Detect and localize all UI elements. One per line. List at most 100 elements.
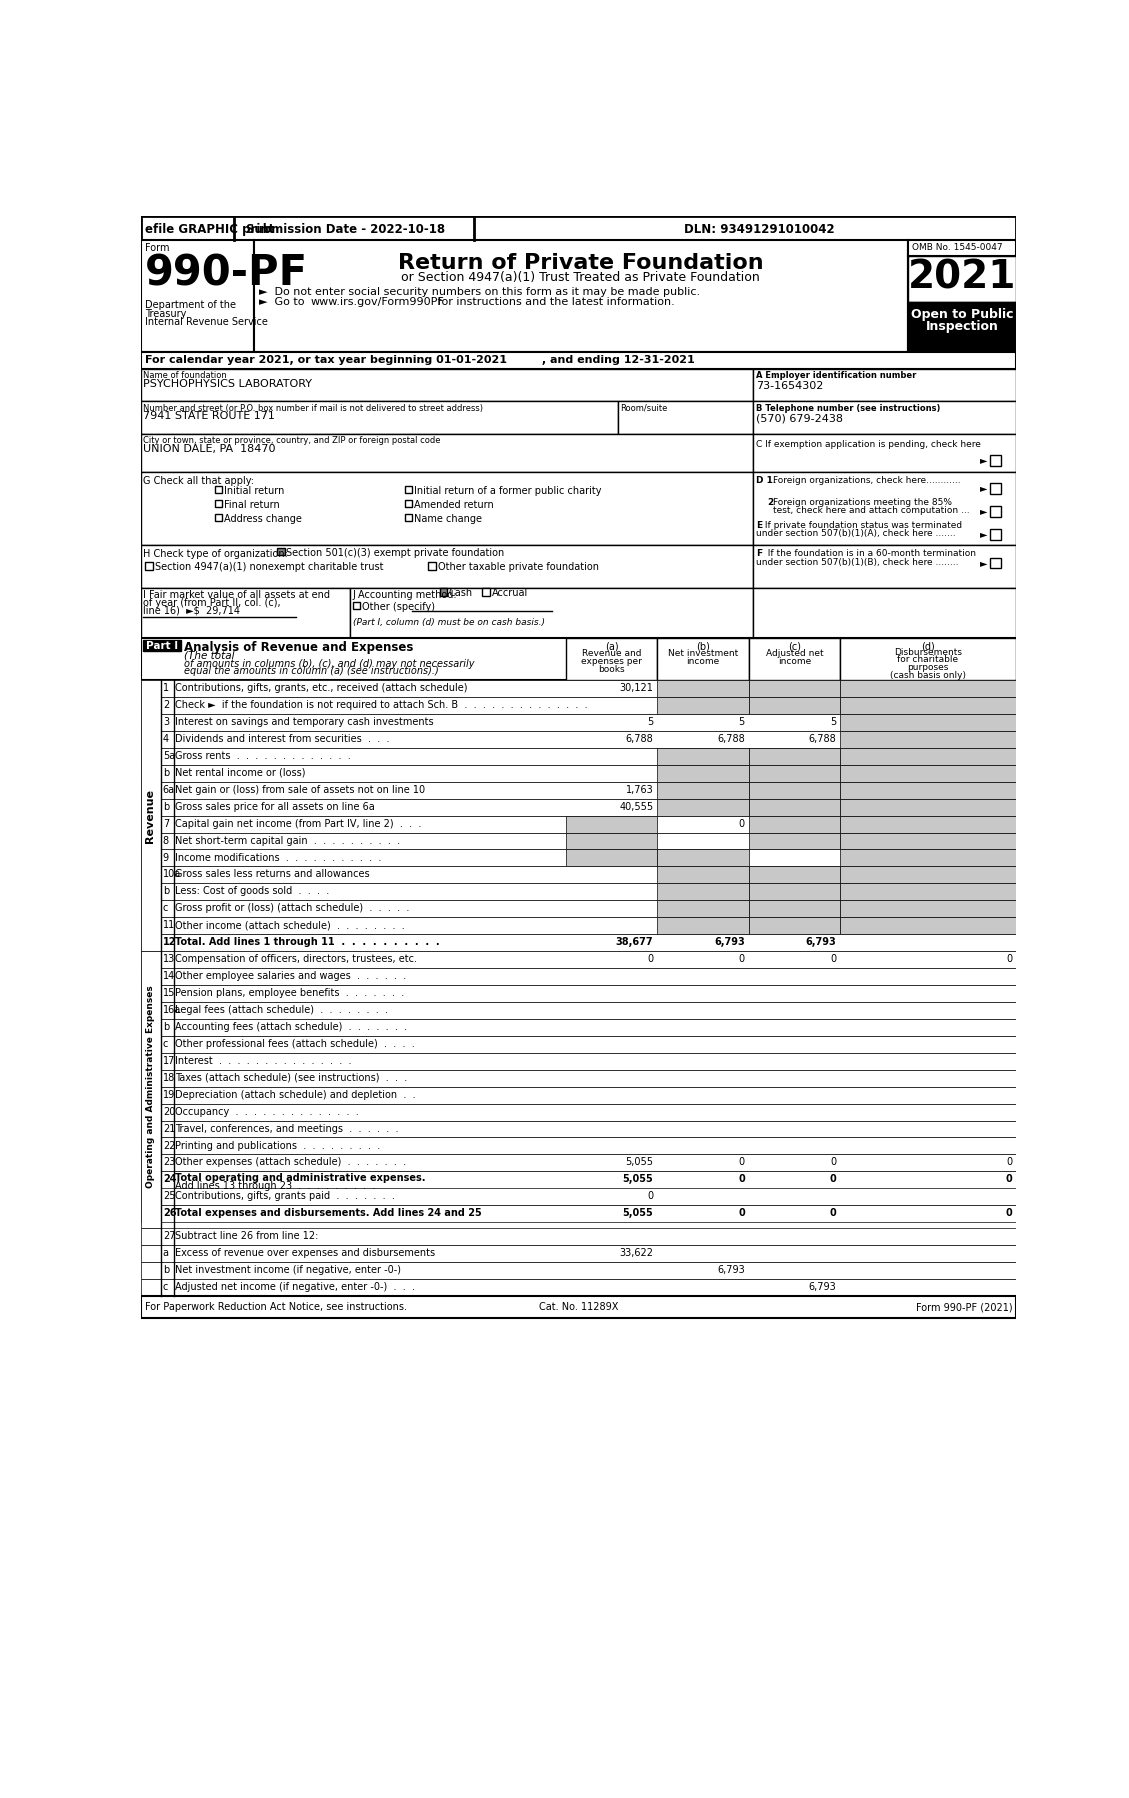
Text: 6,788: 6,788 xyxy=(717,734,745,744)
Text: (cash basis only): (cash basis only) xyxy=(890,671,965,680)
Text: Occupancy  .  .  .  .  .  .  .  .  .  .  .  .  .  .: Occupancy . . . . . . . . . . . . . . xyxy=(175,1106,359,1117)
Text: 3: 3 xyxy=(163,717,169,726)
Bar xyxy=(990,455,1000,466)
Bar xyxy=(749,638,840,680)
Bar xyxy=(141,1138,1016,1154)
Bar xyxy=(141,901,1016,917)
Text: Net investment income (if negative, enter -0-): Net investment income (if negative, ente… xyxy=(175,1266,401,1275)
Text: Name of foundation: Name of foundation xyxy=(143,372,227,381)
Bar xyxy=(141,967,1016,985)
Bar xyxy=(566,816,657,832)
Text: 6,788: 6,788 xyxy=(808,734,837,744)
Text: 0: 0 xyxy=(647,955,654,964)
Bar xyxy=(141,782,1016,798)
Bar xyxy=(404,500,412,507)
Text: Other expenses (attach schedule)  .  .  .  .  .  .  .: Other expenses (attach schedule) . . . .… xyxy=(175,1158,406,1167)
Bar xyxy=(141,588,350,638)
Text: or Section 4947(a)(1) Trust Treated as Private Foundation: or Section 4947(a)(1) Trust Treated as P… xyxy=(401,271,760,284)
Text: Taxes (attach schedule) (see instructions)  .  .  .: Taxes (attach schedule) (see instruction… xyxy=(175,1073,408,1082)
Bar xyxy=(141,732,1016,748)
Text: Other employee salaries and wages  .  .  .  .  .  .: Other employee salaries and wages . . . … xyxy=(175,971,406,982)
Text: for instructions and the latest information.: for instructions and the latest informat… xyxy=(434,297,675,307)
Text: Form: Form xyxy=(145,243,169,254)
Bar xyxy=(215,500,221,507)
Bar xyxy=(141,1296,1016,1318)
Bar xyxy=(753,588,1016,638)
Text: 5: 5 xyxy=(738,717,745,726)
Bar xyxy=(566,849,657,867)
Text: 5,055: 5,055 xyxy=(625,1158,654,1167)
Text: ►: ► xyxy=(980,484,987,493)
Text: 14: 14 xyxy=(163,971,175,982)
Text: Treasury: Treasury xyxy=(145,309,186,318)
Bar xyxy=(141,951,1016,967)
Text: 0: 0 xyxy=(1006,1208,1013,1219)
Bar xyxy=(657,849,749,867)
Text: Net short-term capital gain  .  .  .  .  .  .  .  .  .  .: Net short-term capital gain . . . . . . … xyxy=(175,836,401,845)
Bar xyxy=(840,782,1016,798)
Text: 23: 23 xyxy=(163,1158,175,1167)
Text: Subtract line 26 from line 12:: Subtract line 26 from line 12: xyxy=(175,1232,318,1241)
Text: 24: 24 xyxy=(163,1174,176,1185)
Bar xyxy=(749,698,840,714)
Text: Name change: Name change xyxy=(414,514,482,523)
Text: b: b xyxy=(163,1266,169,1275)
Text: ►: ► xyxy=(980,505,987,516)
Text: ►  Go to: ► Go to xyxy=(259,297,308,307)
Bar xyxy=(618,401,753,433)
Text: ►: ► xyxy=(980,529,987,539)
Bar xyxy=(657,867,749,883)
Bar xyxy=(657,638,749,680)
Text: under section 507(b)(1)(A), check here .......: under section 507(b)(1)(A), check here .… xyxy=(755,529,955,538)
Bar xyxy=(141,849,1016,867)
Text: Interest on savings and temporary cash investments: Interest on savings and temporary cash i… xyxy=(175,717,434,726)
Text: For calendar year 2021, or tax year beginning 01-01-2021         , and ending 12: For calendar year 2021, or tax year begi… xyxy=(145,356,694,365)
Bar xyxy=(141,352,1016,369)
Bar xyxy=(141,1086,1016,1104)
Bar xyxy=(657,883,749,901)
Text: 990-PF: 990-PF xyxy=(145,254,308,295)
Bar xyxy=(566,832,657,849)
Text: G Check all that apply:: G Check all that apply: xyxy=(143,476,254,485)
Text: Accrual: Accrual xyxy=(491,588,527,599)
Bar xyxy=(145,563,152,570)
Text: 5a: 5a xyxy=(163,752,175,761)
Text: (a): (a) xyxy=(605,642,619,651)
Text: Analysis of Revenue and Expenses: Analysis of Revenue and Expenses xyxy=(184,640,413,654)
Text: 0: 0 xyxy=(738,1158,745,1167)
Bar xyxy=(909,255,1016,302)
Text: UNION DALE, PA  18470: UNION DALE, PA 18470 xyxy=(143,444,275,453)
Text: www.irs.gov/Form990PF: www.irs.gov/Form990PF xyxy=(310,297,444,307)
Bar xyxy=(749,798,840,816)
Bar xyxy=(141,1019,1016,1036)
Bar xyxy=(141,545,753,588)
Bar xyxy=(141,638,1016,680)
Bar xyxy=(909,302,1016,352)
Bar xyxy=(657,901,749,917)
Text: 21: 21 xyxy=(163,1124,175,1133)
Text: 0: 0 xyxy=(830,1158,837,1167)
Text: Compensation of officers, directors, trustees, etc.: Compensation of officers, directors, tru… xyxy=(175,955,418,964)
Text: 0: 0 xyxy=(1006,955,1013,964)
Bar xyxy=(141,1228,1016,1246)
Bar xyxy=(749,764,840,782)
Bar xyxy=(215,514,221,521)
Text: 40,555: 40,555 xyxy=(620,802,654,811)
Text: 6,788: 6,788 xyxy=(625,734,654,744)
Bar xyxy=(840,764,1016,782)
Text: Excess of revenue over expenses and disbursements: Excess of revenue over expenses and disb… xyxy=(175,1248,436,1259)
Text: Initial return: Initial return xyxy=(224,485,285,496)
Text: Adjusted net income (if negative, enter -0-)  .  .  .: Adjusted net income (if negative, enter … xyxy=(175,1282,415,1293)
Text: 7941 STATE ROUTE 171: 7941 STATE ROUTE 171 xyxy=(143,412,275,421)
Bar xyxy=(141,698,1016,714)
Text: For Paperwork Reduction Act Notice, see instructions.: For Paperwork Reduction Act Notice, see … xyxy=(145,1302,406,1313)
Bar xyxy=(254,241,909,352)
Text: (c): (c) xyxy=(788,642,800,651)
Text: (b): (b) xyxy=(697,642,710,651)
Text: Check ►  if the foundation is not required to attach Sch. B  .  .  .  .  .  .  .: Check ► if the foundation is not require… xyxy=(175,699,588,710)
Text: Return of Private Foundation: Return of Private Foundation xyxy=(397,254,763,273)
Text: 2021: 2021 xyxy=(908,259,1016,297)
Text: (570) 679-2438: (570) 679-2438 xyxy=(755,414,842,424)
Text: Net rental income or (loss): Net rental income or (loss) xyxy=(175,768,306,779)
Bar xyxy=(753,545,1016,588)
